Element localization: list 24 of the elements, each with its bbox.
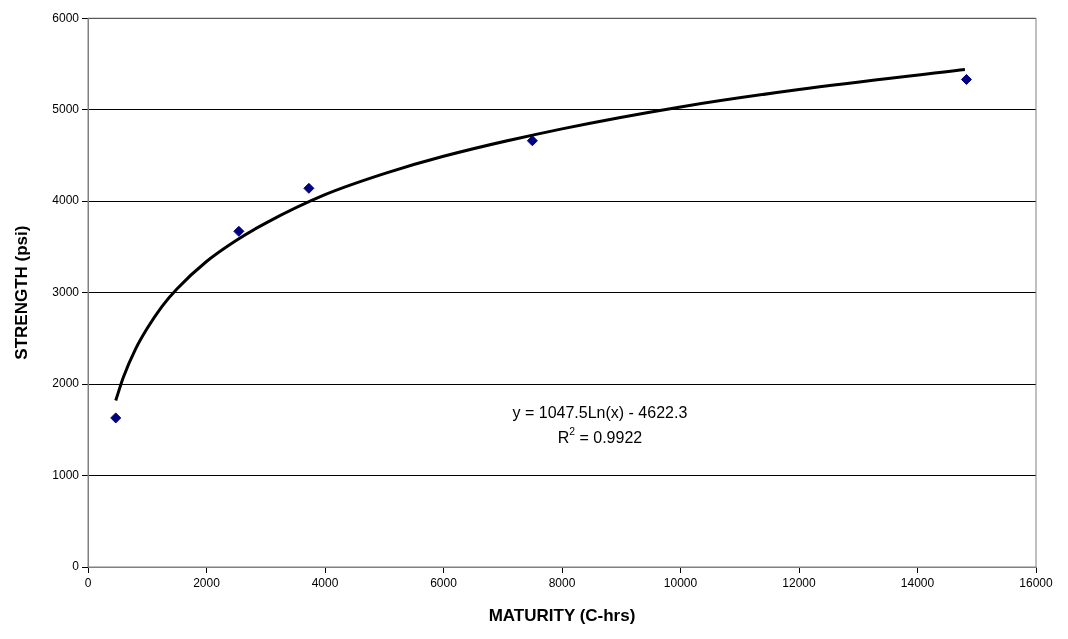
point (303, 182, 315, 194)
y-tick-label: 5000 (52, 101, 80, 116)
y-axis-title: STRENGTH (psi) (11, 225, 31, 360)
y-tick-label: 2000 (52, 376, 80, 391)
y-tick-label: 3000 (52, 284, 80, 299)
x-tick-label: 6000 (430, 575, 458, 590)
x-tick-label: 4000 (311, 575, 339, 590)
x-tick-label: 0 (84, 575, 92, 590)
x-tick-label: 2000 (193, 575, 221, 590)
y-tick-label: 1000 (52, 467, 80, 482)
x-tick-label: 14000 (900, 575, 935, 590)
y-tick-label: 6000 (52, 10, 80, 25)
x-tick-label: 8000 (548, 575, 576, 590)
point (233, 225, 245, 237)
x-tick-label: 12000 (782, 575, 817, 590)
x-tick-label: 16000 (1019, 575, 1054, 590)
point (526, 135, 538, 147)
y-tick-label: 0 (72, 559, 80, 574)
point (110, 412, 122, 424)
annotation: y = 1047.5Ln(x) - 4622.3 (512, 403, 688, 421)
y-tick-label: 4000 (52, 193, 80, 208)
point (960, 73, 972, 85)
x-tick-label: 10000 (663, 575, 698, 590)
x-axis-title: MATURITY (C-hrs) (488, 606, 636, 626)
